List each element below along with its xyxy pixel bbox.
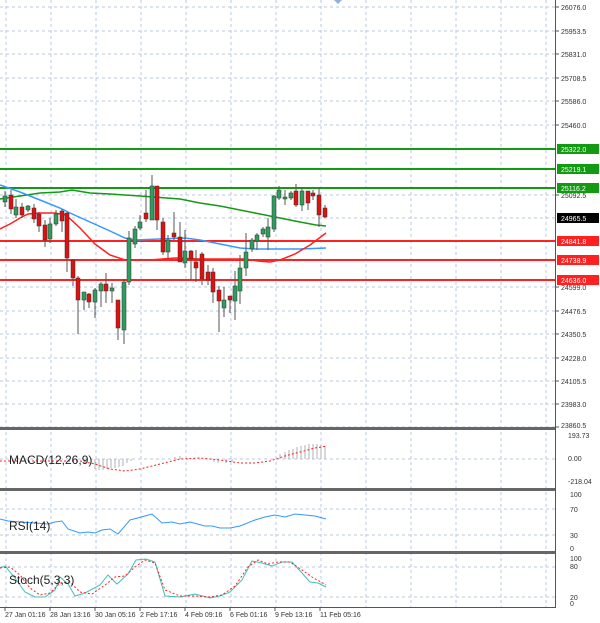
rsi-axis-0: 0 <box>570 546 574 553</box>
stoch-panel[interactable]: Stoch(5,3,3) <box>0 558 555 599</box>
time-tick: 2 Feb 17:16 <box>140 612 177 619</box>
ma-slow-line <box>0 189 327 227</box>
macd-axis-mid: 0.00 <box>568 456 582 463</box>
price-panel[interactable] <box>0 0 555 608</box>
price-tick: 23860.5 <box>561 423 586 430</box>
price-tick: 25092.5 <box>561 193 586 200</box>
support-tag: 24841.8 <box>557 236 599 246</box>
price-axis-ticks <box>555 6 559 428</box>
ma-mid-line <box>0 184 327 250</box>
panel-separators <box>0 0 556 608</box>
resistance-tag: 25219.1 <box>557 164 599 174</box>
resistance-tag: 25322.0 <box>557 144 599 154</box>
price-tick: 26076.0 <box>561 5 586 12</box>
current-price-tag: 24965.5 <box>557 213 599 223</box>
macd-signal-line <box>0 445 328 472</box>
price-tick: 25586.0 <box>561 99 586 106</box>
resistance-lines <box>0 148 555 189</box>
rsi-axis-70: 70 <box>570 507 578 514</box>
stoch-signal-line <box>0 559 327 598</box>
price-tick: 24350.5 <box>561 332 586 339</box>
macd-axis-bot: -218.04 <box>568 479 592 486</box>
price-tick: 25708.5 <box>561 76 586 83</box>
svg-text:24636.0: 24636.0 <box>561 278 586 285</box>
price-tick: 25460.0 <box>561 123 586 130</box>
stoch-axis-80: 80 <box>570 564 578 571</box>
stoch-label: Stoch(5,3,3) <box>9 573 74 587</box>
stoch-axis-20: 20 <box>570 595 578 602</box>
rsi-line <box>0 513 327 535</box>
support-tag: 24738.9 <box>557 255 599 265</box>
rsi-label: RSI(14) <box>9 519 50 533</box>
price-grid-horizontal <box>0 6 555 428</box>
macd-panel[interactable]: MACD(12,26,9) <box>0 444 555 472</box>
svg-text:25116.2: 25116.2 <box>561 186 586 193</box>
time-tick: 4 Feb 09:16 <box>185 612 222 619</box>
price-axis[interactable]: 26076.0 25953.5 25831.0 25708.5 25586.0 … <box>555 5 599 608</box>
svg-text:24738.9: 24738.9 <box>561 258 586 265</box>
scroll-marker-icon[interactable] <box>334 0 342 4</box>
rsi-panel[interactable]: RSI(14) <box>0 508 555 536</box>
stoch-axis-0: 0 <box>570 601 574 608</box>
time-tick: 30 Jan 05:16 <box>95 612 136 619</box>
time-tick: 28 Jan 13:16 <box>50 612 91 619</box>
time-axis[interactable]: 27 Jan 01:16 28 Jan 13:16 30 Jan 05:16 2… <box>4 608 361 619</box>
svg-text:24965.5: 24965.5 <box>561 216 586 223</box>
support-tag: 24636.0 <box>557 275 599 285</box>
macd-histogram <box>94 444 326 470</box>
time-tick: 11 Feb 05:16 <box>320 612 361 619</box>
macd-axis-top: 193.73 <box>568 433 590 440</box>
price-tick: 25831.0 <box>561 52 586 59</box>
rsi-axis-30: 30 <box>570 533 578 540</box>
price-tick: 23983.0 <box>561 402 586 409</box>
price-tick: 24105.5 <box>561 379 586 386</box>
price-tick: 25953.5 <box>561 29 586 36</box>
price-tick: 24476.5 <box>561 309 586 316</box>
svg-text:25219.1: 25219.1 <box>561 167 586 174</box>
time-tick: 6 Feb 01:16 <box>230 612 267 619</box>
candles <box>2 175 328 344</box>
resistance-tag: 25116.2 <box>557 183 599 193</box>
macd-label: MACD(12,26,9) <box>9 453 92 467</box>
rsi-axis-100: 100 <box>570 492 582 499</box>
grid-vertical <box>5 0 547 608</box>
stoch-axis-100: 100 <box>570 556 582 563</box>
svg-text:25322.0: 25322.0 <box>561 147 586 154</box>
price-tick: 24599.0 <box>561 285 586 292</box>
price-tick: 24228.0 <box>561 356 586 363</box>
svg-text:24841.8: 24841.8 <box>561 239 586 246</box>
time-tick: 27 Jan 01:16 <box>5 612 46 619</box>
time-tick: 9 Feb 13:16 <box>275 612 312 619</box>
